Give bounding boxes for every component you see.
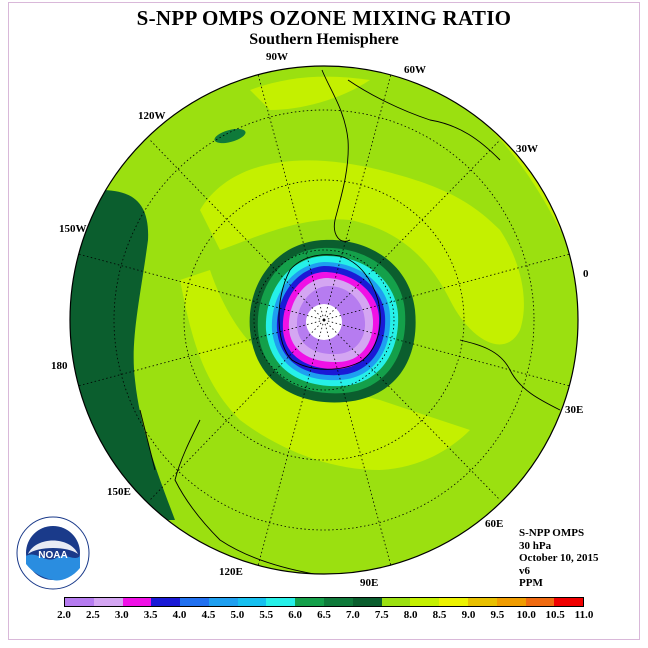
dark-patch <box>214 128 246 144</box>
lon-label-150w: 150W <box>59 223 87 235</box>
australia-coast <box>174 419 321 574</box>
colorbar-swatch <box>467 598 497 606</box>
lon-label-60w: 60W <box>404 64 426 76</box>
light-band-north <box>200 160 524 345</box>
colorbar-swatch <box>93 598 123 606</box>
lon-label-90e: 90E <box>360 577 379 589</box>
africa-coast <box>459 339 561 411</box>
colorbar-tick-label: 10.0 <box>516 609 536 621</box>
map-subtitle: Southern Hemisphere <box>249 31 399 48</box>
lon-label-30w: 30W <box>516 143 538 155</box>
colorbar-tick-label: 8.5 <box>432 609 447 621</box>
colorbar-tick-label: 3.0 <box>114 609 129 621</box>
nz-coast <box>139 409 156 471</box>
colorbar-swatch <box>352 598 382 606</box>
colorbar-tick-label: 2.0 <box>57 609 71 621</box>
date-label: October 10, 2015 <box>519 552 599 564</box>
colorbar-swatch <box>266 598 296 606</box>
colorbar-swatch <box>180 598 209 606</box>
logo-text: NOAA <box>38 550 67 561</box>
colorbar-swatch <box>496 598 526 606</box>
colorbar-swatch <box>324 598 353 606</box>
lon-label-180: 180 <box>51 360 68 372</box>
colorbar-swatch <box>237 598 267 606</box>
colorbar-swatch <box>295 598 325 606</box>
meridian-lines <box>77 73 571 567</box>
colorbar-swatch <box>65 598 94 606</box>
lon-label-120w: 120W <box>138 110 166 122</box>
noaa-logo: NOAA <box>16 516 90 590</box>
colorbar-swatch <box>151 598 181 606</box>
colorbar-swatch <box>410 598 440 606</box>
pole-gap <box>306 304 342 340</box>
colorbar-swatch <box>554 598 584 606</box>
map-title: S-NPP OMPS OZONE MIXING RATIO <box>136 6 512 30</box>
latitude-lines <box>113 109 535 531</box>
coastlines <box>139 69 561 574</box>
colorbar-swatch <box>208 598 238 606</box>
info-block: S-NPP OMPS 30 hPa October 10, 2015 v6 PP… <box>519 527 599 590</box>
colorbar-tick-label: 9.0 <box>461 609 476 621</box>
units-label: PPM <box>519 577 543 589</box>
level-label: 30 hPa <box>519 539 552 552</box>
colorbar-tick-label: 10.5 <box>545 609 565 621</box>
colorbar-tick-label: 7.5 <box>374 609 389 621</box>
colorbar-tick-label: 4.0 <box>172 609 187 621</box>
light-band-south <box>180 270 470 470</box>
colorbar-tick-label: 5.0 <box>230 609 245 621</box>
colorbar-tick-label: 11.0 <box>574 609 594 621</box>
colorbar-tick-label: 2.5 <box>86 609 100 621</box>
colorbar-swatch <box>381 598 411 606</box>
lon-label-30e: 30E <box>565 404 584 416</box>
colorbar-ticks: 2.0 2.5 3.0 3.5 4.0 4.5 5.0 5.5 6.0 6.5 7.0 7.5 8.0 8… <box>0 609 648 623</box>
version-label: v6 <box>519 564 530 577</box>
lon-label-0: 0 <box>583 268 589 280</box>
lon-label-60e: 60E <box>485 518 504 530</box>
south-america-coast <box>321 69 351 242</box>
colorbar-tick-label: 5.5 <box>259 609 274 621</box>
colorbar-swatch <box>122 598 152 606</box>
antarctica-coast <box>278 254 381 370</box>
colorbar-tick-label: 3.5 <box>143 609 158 621</box>
colorbar <box>64 597 584 607</box>
colorbar-tick-label: 6.0 <box>288 609 302 621</box>
map-outline <box>69 65 579 575</box>
lon-label-90w: 90W <box>266 51 288 63</box>
instrument-label: S-NPP OMPS <box>519 527 585 539</box>
colorbar-tick-label: 4.5 <box>201 609 216 621</box>
lon-label-120e: 120E <box>219 566 243 578</box>
colorbar-tick-label: 8.0 <box>403 609 418 621</box>
light-band-top <box>250 76 370 110</box>
figure-frame <box>8 2 640 640</box>
colorbar-tick-label: 7.0 <box>346 609 360 621</box>
colorbar-tick-label: 6.5 <box>317 609 331 621</box>
colorbar-swatch <box>439 598 468 606</box>
colorbar-tick-label: 9.5 <box>490 609 505 621</box>
lon-label-150e: 150E <box>107 486 131 498</box>
colorbar-swatch <box>525 598 555 606</box>
